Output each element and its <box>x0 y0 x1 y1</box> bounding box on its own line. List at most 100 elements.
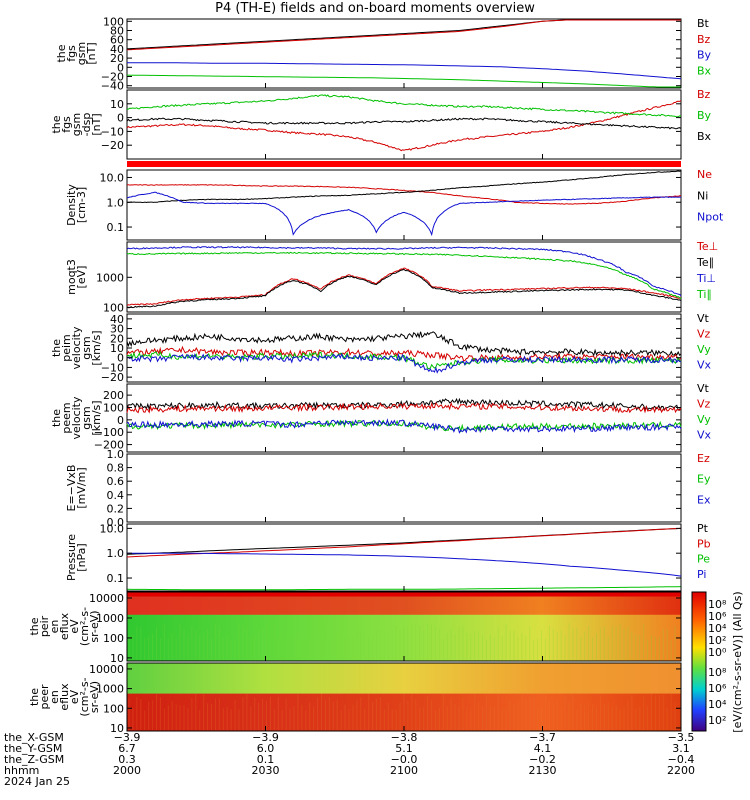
y-axis-label: eflux <box>58 683 71 711</box>
y-axis-label: peem <box>60 402 73 433</box>
footer-value: −0.0 <box>391 753 418 766</box>
y-tick-label: 0 <box>117 414 124 427</box>
legend-label: Ey <box>697 473 711 486</box>
legend-label: By <box>697 49 712 62</box>
legend-label: Vx <box>697 429 712 442</box>
footer-value: −3.7 <box>529 731 556 744</box>
y-axis-label: the <box>55 44 68 62</box>
y-tick-label: 10 <box>110 652 124 665</box>
y-tick-label: 1.0 <box>107 448 125 461</box>
legend-label: Bx <box>697 64 712 77</box>
y-axis-label: the <box>28 617 41 635</box>
footer-value: −0.4 <box>668 753 695 766</box>
panel-frame <box>126 523 682 592</box>
legend-label: Pb <box>697 537 711 550</box>
y-tick-label: 40 <box>110 313 124 326</box>
y-tick-label: −20 <box>101 139 124 152</box>
y-axis-label: moqt3 <box>65 259 78 295</box>
series-line-vz <box>126 345 682 362</box>
colorbar-tick-label: 10⁴ <box>708 698 727 711</box>
footer-value: 5.1 <box>395 742 413 755</box>
legend-label: Te∥ <box>696 256 714 269</box>
colorbar-tick-label: 10⁶ <box>708 610 727 623</box>
y-tick-label: −20 <box>101 71 124 84</box>
footer-date: 2024 Jan 25 <box>4 775 70 788</box>
y-tick-label: 0.1 <box>107 221 125 234</box>
legend-label: Vt <box>697 382 710 395</box>
footer-value: 2100 <box>390 764 418 777</box>
footer-row-label: the_Y-GSM <box>4 742 62 755</box>
series-line-bz <box>126 19 681 51</box>
y-tick-label: −10 <box>101 125 124 138</box>
y-axis-label: the <box>28 688 41 706</box>
series-line-ti⊥ <box>126 246 682 297</box>
legend-label: Bx <box>697 130 712 143</box>
y-tick-label: 1000 <box>96 683 124 696</box>
colorbar-tick-label: 10² <box>708 714 726 727</box>
y-tick-label: −40 <box>101 80 124 93</box>
footer-value: 2030 <box>252 764 280 777</box>
legend-label: Vz <box>697 398 711 411</box>
legend-label: Ti⊥ <box>696 272 716 285</box>
legend-label: Vy <box>697 413 711 426</box>
y-tick-label: 30 <box>110 323 124 336</box>
y-tick-label: 0 <box>117 352 124 365</box>
legend-label: Pt <box>697 522 709 535</box>
legend-label: Pi <box>697 568 706 581</box>
y-tick-label: 10 <box>110 722 124 735</box>
y-tick-label: 10 <box>110 98 124 111</box>
y-tick-label: 0 <box>117 61 124 74</box>
y-tick-label: 0.4 <box>107 489 125 502</box>
y-axis-label: eV <box>68 689 81 704</box>
y-axis-label: [eV] <box>75 266 88 289</box>
series-line-ti∥ <box>126 251 682 300</box>
legend-label: Ez <box>697 452 710 465</box>
series-line-vt <box>126 331 682 358</box>
footer-row-label: the_X-GSM <box>4 731 64 744</box>
legend-label: Ni <box>697 189 708 202</box>
heatmap-band-low <box>127 614 681 661</box>
legend-label: Ex <box>697 493 711 506</box>
y-axis-label: (cm²-s- <box>78 607 91 646</box>
y-axis-label: Density <box>65 184 78 226</box>
y-axis-label: [nT] <box>90 113 103 135</box>
y-axis-label: en <box>48 690 61 704</box>
colorbar-tick-label: 10⁶ <box>708 682 727 695</box>
y-tick-label: 100 <box>103 632 124 645</box>
panel-frame <box>126 18 682 89</box>
y-axis-label: [km/s] <box>90 330 103 365</box>
y-axis-label: [cm-3] <box>75 187 88 223</box>
legend-label: Vz <box>697 328 711 341</box>
y-tick-label: −10 <box>101 361 124 374</box>
footer-value: −3.9 <box>114 731 141 744</box>
y-axis-label: velocity <box>70 326 83 369</box>
series-line-bz <box>126 100 682 152</box>
divider-bar <box>127 161 681 167</box>
footer-value: 6.7 <box>118 742 136 755</box>
y-axis-label: peer <box>38 684 51 710</box>
series-line-vx <box>126 418 682 434</box>
legend-label: Vt <box>697 312 710 325</box>
colorbar-tick-label: 10⁸ <box>708 666 727 679</box>
footer-value: −3.5 <box>668 731 695 744</box>
footer-row-label: hhmm <box>4 764 39 777</box>
y-axis-label: sr-eV) <box>88 681 101 713</box>
series-line-ni <box>126 170 682 204</box>
footer-row-label: the_Z-GSM <box>4 753 64 766</box>
legend-label: Bz <box>697 33 711 46</box>
y-axis-label: -dsp <box>80 113 93 137</box>
footer-value: −0.2 <box>529 753 556 766</box>
panel-frame <box>126 453 682 523</box>
footer-value: 0.3 <box>118 753 136 766</box>
y-tick-label: 1000 <box>96 612 124 625</box>
y-tick-label: −100 <box>94 426 124 439</box>
y-axis-label: sr-eV) <box>88 610 101 642</box>
colorbar <box>691 591 707 732</box>
series-line-te∥ <box>126 268 682 309</box>
footer-value: 6.0 <box>257 742 275 755</box>
series-line-bx <box>126 117 682 130</box>
y-axis-label: peim <box>60 334 73 362</box>
y-tick-label: 1.0 <box>107 547 125 560</box>
y-tick-label: 0.1 <box>107 572 125 585</box>
